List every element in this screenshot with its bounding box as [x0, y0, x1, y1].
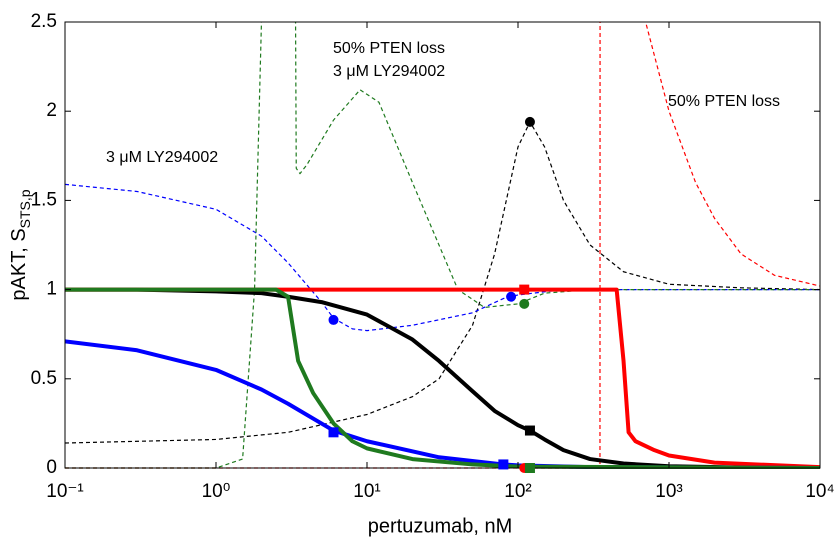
- dashed-line: [65, 183, 820, 332]
- annotation: 3 μM LY294002: [333, 63, 445, 80]
- y-tick-label: 2.5: [31, 11, 57, 32]
- y-axis-label: pAKT, SSTS,p: [8, 189, 32, 300]
- marker-square: [524, 425, 535, 436]
- annotation: 50% PTEN loss: [333, 40, 445, 57]
- marker-square: [498, 459, 509, 470]
- dashed-line: [65, 121, 820, 444]
- marker-circle: [519, 298, 530, 309]
- y-tick-label: 1.5: [31, 189, 57, 210]
- marker-square: [328, 427, 339, 438]
- solid-line: [65, 339, 820, 469]
- marker-square: [519, 284, 530, 295]
- x-tick-label: 10⁰: [202, 481, 231, 502]
- plot-area: [65, 22, 820, 469]
- x-tick-label: 10⁻¹: [46, 481, 84, 502]
- x-tick-label: 10²: [504, 481, 531, 502]
- marker-square: [524, 463, 535, 473]
- y-axis-label-sub: STS,p: [17, 189, 33, 228]
- annotation: 50% PTEN loss: [668, 93, 780, 110]
- solid-line: [65, 287, 820, 469]
- y-axis-label-main: pAKT, S: [8, 228, 30, 300]
- solid-line: [65, 287, 820, 469]
- annotation: 3 μM LY294002: [106, 149, 218, 166]
- x-tick-label: 10¹: [353, 481, 380, 502]
- x-tick-label: 10⁴: [805, 481, 834, 502]
- marker-circle: [524, 116, 535, 127]
- y-tick-label: 0.5: [31, 368, 57, 389]
- solid-line: [65, 287, 820, 469]
- axes-frame: [64, 21, 821, 469]
- marker-circle: [328, 314, 339, 325]
- y-tick-label: 0: [46, 457, 57, 478]
- x-axis-label: pertuzumab, nM: [368, 515, 513, 537]
- y-tick-label: 1: [46, 279, 57, 300]
- x-tick-label: 10³: [655, 481, 682, 502]
- dashed-line: [65, 22, 820, 469]
- marker-circle: [506, 291, 517, 302]
- y-tick-label: 2: [46, 100, 57, 121]
